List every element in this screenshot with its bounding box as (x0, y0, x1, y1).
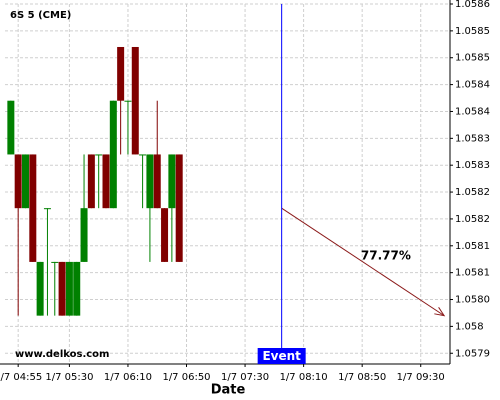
y-tick-label: 1.0583 (455, 160, 490, 171)
y-tick-label: 1.058 (455, 321, 484, 332)
candle-body (21, 154, 29, 209)
y-tick-label: 1.0584 (455, 80, 490, 91)
candle-body (73, 261, 81, 316)
candle-body (87, 154, 95, 209)
candle-body (58, 261, 66, 316)
x-tick-label: 1/7 07:30 (221, 372, 269, 383)
y-tick-label: 1.0585 (455, 53, 490, 64)
y-tick-label: 1.0586 (455, 0, 490, 10)
candle-body (29, 154, 37, 262)
x-tick-label: 1/7 09:30 (397, 372, 445, 383)
x-tick-label: 1/7 06:50 (162, 372, 210, 383)
candle-body (153, 154, 161, 209)
y-tick-label: 1.0579 (455, 348, 490, 359)
arrow-head (434, 307, 446, 317)
candle-body (117, 46, 125, 101)
candle-body (95, 154, 103, 156)
y-tick-label: 1.0585 (455, 26, 490, 37)
y-tick-label: 1.0580 (455, 295, 490, 306)
candle-body (14, 154, 22, 209)
candle-body (146, 154, 154, 209)
x-tick-label: 1/7 04:55 (0, 372, 42, 383)
projection-line (281, 207, 445, 317)
candle-body (168, 154, 176, 209)
candle-body (65, 261, 73, 316)
y-tick-label: 1.0583 (455, 133, 490, 144)
x-tick-label: 1/7 06:10 (104, 372, 152, 383)
candle-body (131, 46, 139, 155)
event-label: Event (262, 349, 301, 363)
x-axis-label: Date (211, 383, 246, 398)
candle-body (7, 100, 15, 155)
y-tick-label: 1.0582 (455, 187, 490, 198)
x-tick-label: 1/7 05:30 (45, 372, 93, 383)
candle-body (43, 208, 51, 210)
x-tick-label: 1/7 08:10 (280, 372, 328, 383)
projection-label: 77.77% (361, 248, 411, 262)
candle-body (124, 100, 132, 102)
candle-body (109, 100, 117, 209)
candle-body (175, 154, 183, 262)
candle-body (139, 154, 147, 156)
event-box (257, 348, 306, 364)
candle-body (80, 208, 88, 262)
chart-title: 6S 5 (CME) (10, 10, 71, 21)
candle-body (51, 261, 59, 263)
x-tick-label: 1/7 08:50 (338, 372, 386, 383)
y-tick-label: 1.0581 (455, 241, 490, 252)
candle-body (161, 208, 169, 262)
candle-body (102, 154, 110, 209)
watermark: www.delkos.com (15, 349, 109, 360)
y-tick-label: 1.0582 (455, 214, 490, 225)
y-tick-label: 1.0584 (455, 106, 490, 117)
y-tick-label: 1.0581 (455, 268, 490, 279)
candle-body (36, 261, 44, 316)
